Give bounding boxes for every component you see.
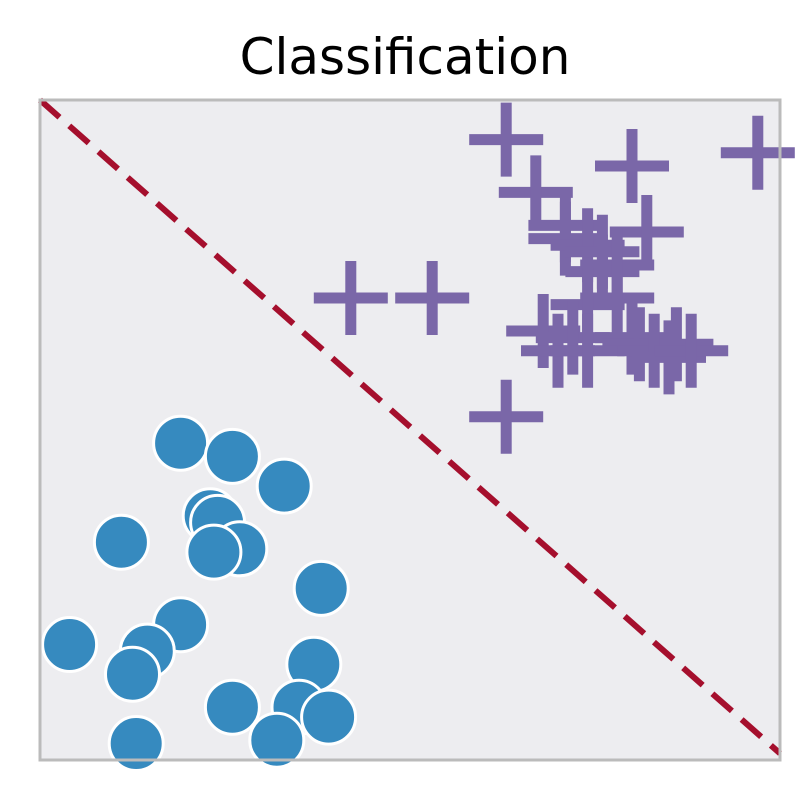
chart-title: Classification <box>239 28 571 86</box>
plot-frame <box>38 98 782 762</box>
circle-point-17 <box>300 688 358 746</box>
circle-point-19 <box>248 711 306 769</box>
plus-point-2 <box>595 129 669 203</box>
circle-point-18 <box>107 715 165 772</box>
plus-point-13 <box>395 261 470 335</box>
circle-point-8 <box>185 523 243 581</box>
circle-point-4 <box>92 513 150 571</box>
decision-boundary-line <box>38 97 782 756</box>
circle-point-9 <box>292 559 350 617</box>
circle-point-10 <box>41 616 99 673</box>
circle-point-13 <box>104 645 161 703</box>
plus-point-22 <box>550 313 625 388</box>
plus-point-26 <box>469 379 544 454</box>
circle-point-2 <box>203 427 261 485</box>
plus-point-12 <box>313 261 388 335</box>
points-layer <box>41 102 795 772</box>
circle-point-15 <box>203 678 261 736</box>
plus-point-25 <box>654 313 729 388</box>
plus-point-3 <box>720 115 795 190</box>
circle-point-3 <box>255 457 313 515</box>
circle-point-1 <box>152 414 210 472</box>
plus-point-1 <box>469 102 544 177</box>
